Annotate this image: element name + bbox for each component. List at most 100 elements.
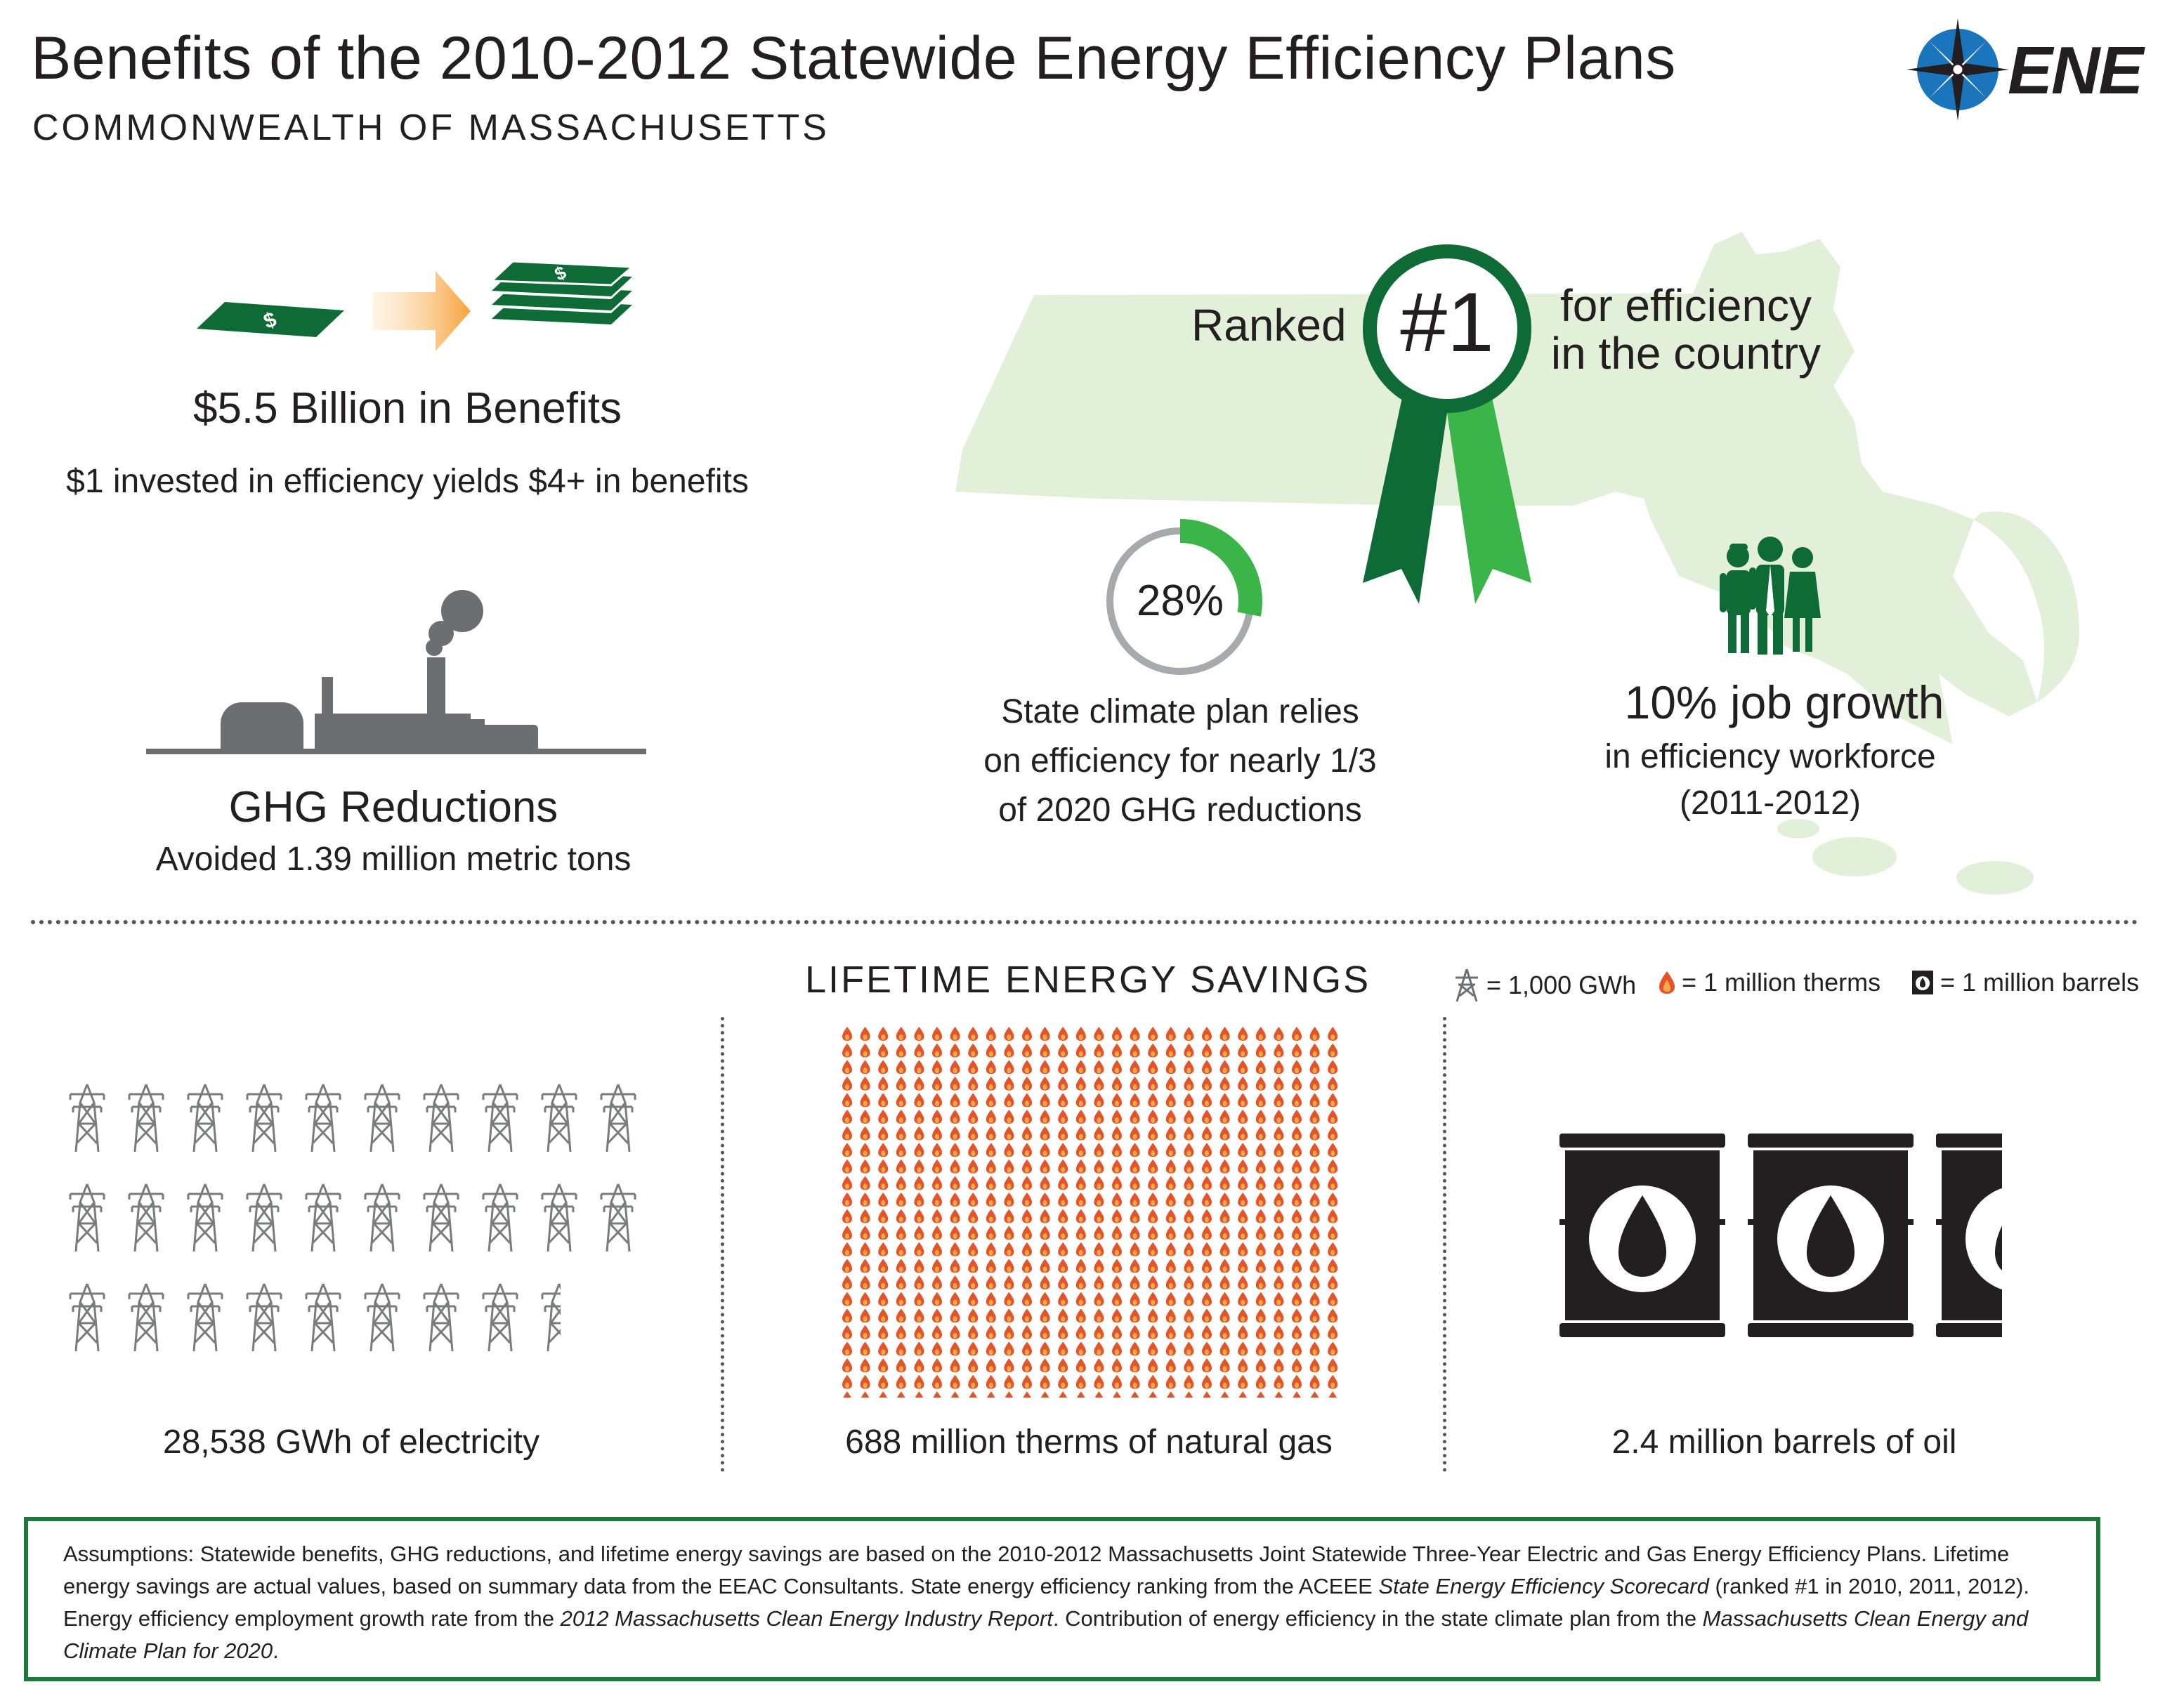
flame-icon — [986, 1176, 996, 1190]
flame-core — [1312, 1101, 1317, 1107]
flame-icon — [1165, 1159, 1176, 1174]
flame-core — [1007, 1084, 1012, 1090]
flame-icon — [1075, 1060, 1086, 1075]
natural-gas-flame-grid — [842, 1025, 1347, 1439]
flame-icon — [1274, 1126, 1284, 1141]
flame-core — [1042, 1249, 1047, 1256]
flame-icon — [1238, 1093, 1248, 1108]
flame-icon — [1075, 1076, 1086, 1091]
flame-icon — [1292, 1043, 1302, 1058]
flame-icon — [1219, 1126, 1230, 1141]
flame-core — [1205, 1249, 1209, 1256]
flame-core — [1330, 1117, 1335, 1123]
flame-icon — [1040, 1143, 1050, 1157]
flame-icon — [1148, 1308, 1158, 1323]
flame-core — [1151, 1216, 1156, 1223]
flame-core — [953, 1266, 957, 1273]
factory-icon — [146, 590, 646, 754]
flame-core — [971, 1332, 976, 1339]
flame-core — [1330, 1366, 1335, 1372]
flame-core — [1078, 1117, 1083, 1123]
flame-icon — [1148, 1093, 1158, 1108]
flame-core — [917, 1134, 922, 1140]
flame-core — [953, 1233, 957, 1240]
flame-core — [898, 1316, 903, 1322]
flame-icon — [968, 1242, 979, 1256]
electricity-label: 28,538 GWh of electricity — [162, 1424, 540, 1461]
flame-icon — [968, 1325, 979, 1339]
flame-icon — [1112, 1159, 1122, 1174]
ghg-detail: Avoided 1.39 million metric tons — [155, 841, 632, 878]
flame-icon — [1309, 1242, 1320, 1256]
flame-core — [845, 1299, 849, 1306]
flame-core — [1258, 1200, 1263, 1206]
flame-core — [1007, 1183, 1012, 1190]
flame-core — [1276, 1299, 1281, 1306]
flame-core — [881, 1183, 886, 1190]
flame-icon — [1274, 1292, 1284, 1306]
flame-icon — [1184, 1259, 1194, 1273]
flame-core — [1186, 1134, 1191, 1140]
flame-core — [1295, 1266, 1299, 1273]
assumptions-source-1: State Energy Efficiency Scorecard — [1378, 1574, 1709, 1598]
flame-icon — [932, 1374, 942, 1389]
flame-core — [1078, 1283, 1083, 1289]
flame-core — [1115, 1316, 1119, 1322]
flame-core — [1042, 1332, 1047, 1339]
transmission-tower-icon — [128, 1283, 164, 1352]
flame-core — [1205, 1283, 1209, 1289]
flame-core — [1186, 1283, 1191, 1289]
flame-icon — [1022, 1391, 1032, 1406]
flame-icon — [878, 1110, 889, 1124]
flame-icon — [1022, 1159, 1032, 1174]
flame-icon — [1040, 1110, 1050, 1124]
flame-icon — [950, 1275, 960, 1289]
flame-core — [1241, 1216, 1245, 1223]
flame-core — [1007, 1051, 1012, 1057]
flame-core — [1132, 1150, 1137, 1157]
flame-core — [935, 1167, 939, 1173]
flame-core — [1295, 1051, 1299, 1057]
flame-icon — [1255, 1027, 1266, 1041]
section-divider — [31, 920, 2138, 924]
flame-icon — [1219, 1110, 1230, 1124]
flame-icon — [1112, 1093, 1122, 1108]
flame-core — [1007, 1216, 1012, 1223]
flame-core — [863, 1200, 868, 1206]
flame-core — [1295, 1382, 1299, 1388]
flame-icon — [878, 1292, 889, 1306]
flame-icon — [896, 1275, 906, 1289]
flame-icon — [1255, 1209, 1266, 1223]
flame-icon — [842, 1076, 852, 1091]
flame-icon — [950, 1226, 960, 1240]
flame-icon — [842, 1374, 852, 1389]
flame-icon — [842, 1226, 852, 1240]
flame-core — [953, 1034, 957, 1040]
flame-core — [971, 1283, 976, 1289]
flame-core — [1115, 1183, 1119, 1190]
flame-icon — [968, 1308, 979, 1323]
flame-icon — [1274, 1176, 1284, 1190]
flame-core — [1097, 1316, 1101, 1322]
flame-icon — [1274, 1226, 1284, 1240]
flame-icon — [1075, 1110, 1086, 1124]
flame-icon — [1309, 1043, 1320, 1058]
flame-core — [898, 1266, 903, 1273]
flame-core — [1025, 1183, 1029, 1190]
flame-core — [898, 1167, 903, 1173]
flame-icon — [1202, 1209, 1212, 1223]
flame-core — [1061, 1084, 1066, 1090]
flame-icon — [1328, 1093, 1338, 1108]
flame-icon — [1274, 1193, 1284, 1207]
flame-core — [1025, 1316, 1029, 1322]
flame-icon — [1328, 1391, 1338, 1406]
flame-core — [1115, 1134, 1119, 1140]
flame-icon — [878, 1325, 889, 1339]
flame-core — [898, 1183, 903, 1190]
flame-core — [1186, 1266, 1191, 1273]
flame-icon — [1094, 1176, 1104, 1190]
flame-icon — [1184, 1242, 1194, 1256]
flame-core — [1132, 1134, 1137, 1140]
flame-icon — [986, 1143, 996, 1157]
flame-core — [863, 1117, 868, 1123]
